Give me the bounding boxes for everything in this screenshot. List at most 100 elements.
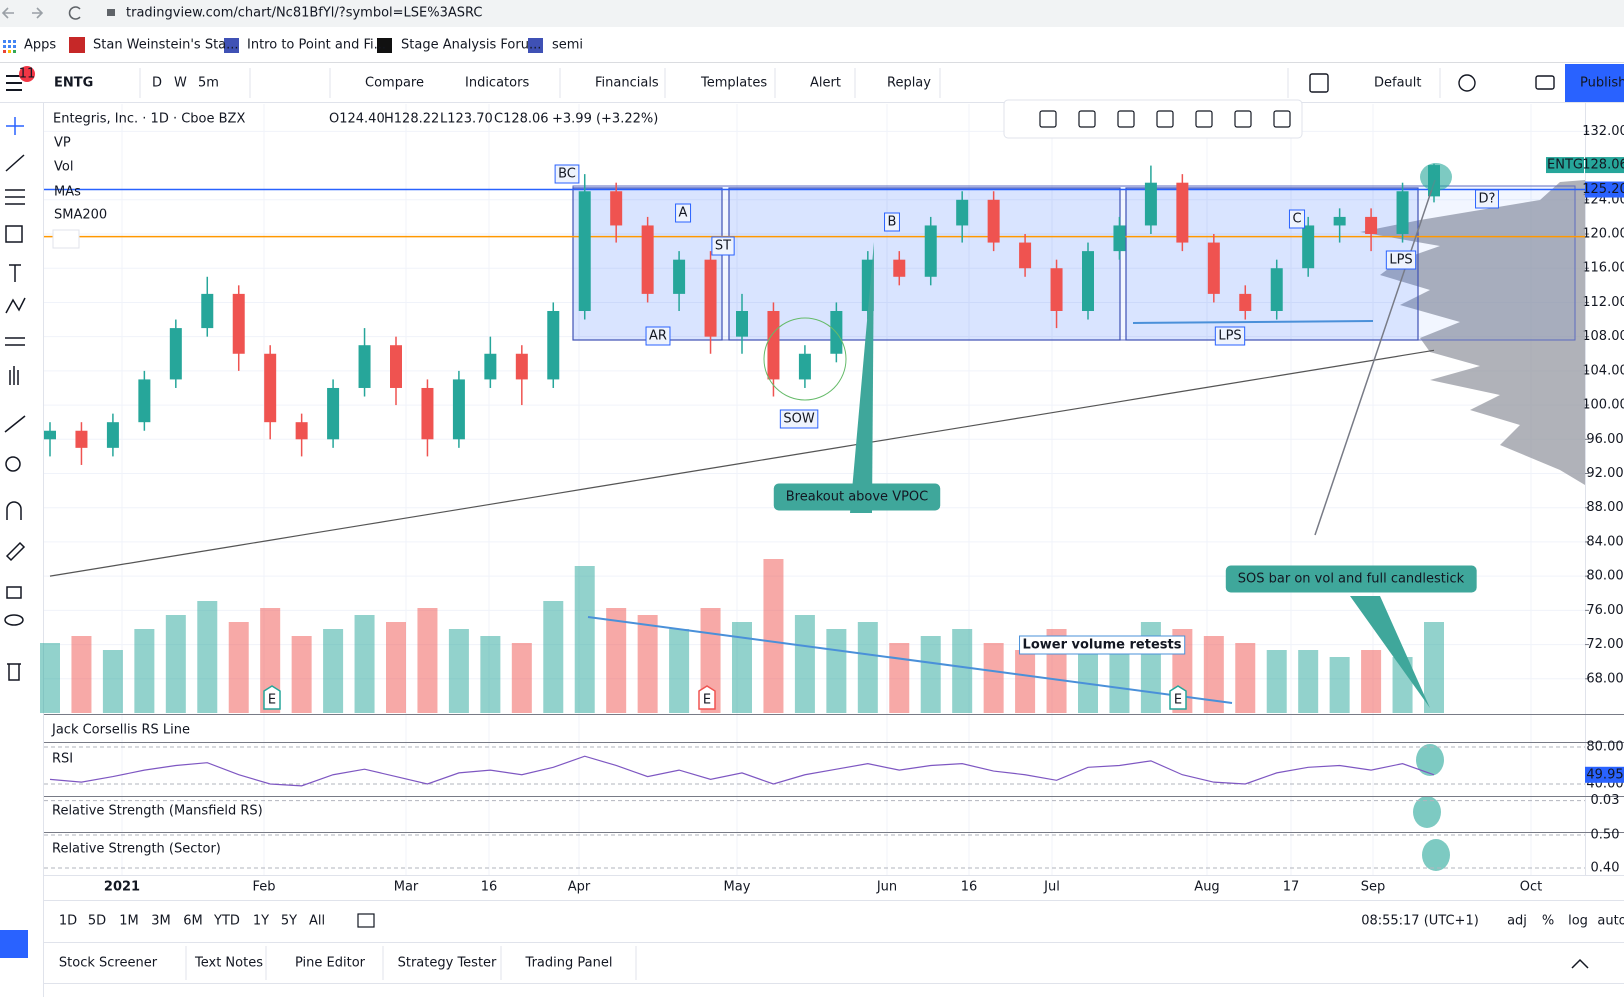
shape <box>6 117 24 135</box>
toolbar-button[interactable]: Indicators <box>465 76 529 91</box>
time-label: 2021 <box>104 880 140 895</box>
volume-bar <box>386 622 406 713</box>
bookmark[interactable]: Apps <box>24 38 56 53</box>
tool-icon[interactable] <box>1156 110 1174 128</box>
drawing-tools[interactable] <box>4 117 26 681</box>
range-button[interactable]: 5D <box>88 914 106 929</box>
candle-body <box>1144 182 1157 226</box>
scale-option[interactable]: % <box>1542 914 1554 929</box>
toolbar-button[interactable]: Templates <box>700 76 767 91</box>
bottom-tab[interactable]: Pine Editor <box>295 956 366 971</box>
panel-tick-label: 0.03 <box>1591 793 1620 808</box>
candle-body <box>295 422 308 440</box>
collapse-button[interactable] <box>52 229 80 249</box>
price-label: 68.00 <box>1586 671 1623 686</box>
shape <box>5 189 25 205</box>
bottom-tab[interactable]: Trading Panel <box>525 956 613 971</box>
panel-name: Jack Corsellis RS Line <box>51 723 190 738</box>
volume-bar <box>1361 650 1382 713</box>
price-label: 96.00 <box>1586 432 1623 447</box>
annotation-box <box>675 203 692 223</box>
toolbar-button[interactable]: Financials <box>595 76 659 91</box>
range-button[interactable]: YTD <box>213 914 240 929</box>
candle-body <box>641 225 654 294</box>
collapse-icon[interactable] <box>1571 958 1589 969</box>
toolbar-button[interactable]: Alert <box>810 76 841 91</box>
legend-item: Vol <box>54 160 73 175</box>
tool-icon[interactable] <box>1039 110 1057 128</box>
watchlist-button[interactable] <box>0 930 28 958</box>
range-button[interactable]: 3M <box>151 914 171 929</box>
candle-body <box>1176 182 1189 243</box>
bottom-tab[interactable]: Text Notes <box>194 956 263 971</box>
forward-icon[interactable] <box>32 7 44 19</box>
tool-icon[interactable] <box>1078 110 1096 128</box>
volume-bar <box>763 559 784 713</box>
bookmark[interactable]: Stage Analysis Foru... <box>401 38 541 53</box>
publish-button[interactable] <box>1565 64 1624 102</box>
candle-body <box>673 259 686 294</box>
volume-bar <box>889 643 910 713</box>
bookmark[interactable]: Intro to Point and Fi... <box>247 38 386 53</box>
panel-value-tag <box>1585 766 1624 783</box>
annotation-box <box>645 326 671 346</box>
candle-body <box>327 387 340 440</box>
layout-name[interactable]: Default <box>1374 76 1422 91</box>
volume-bar <box>920 636 941 713</box>
toolbar-button[interactable]: Compare <box>365 76 424 91</box>
back-icon[interactable] <box>1 7 14 19</box>
favicon <box>224 38 239 53</box>
shape <box>4 415 26 433</box>
range-button[interactable]: 1D <box>59 914 77 929</box>
range-button[interactable]: 6M <box>183 914 203 929</box>
tool-icon[interactable] <box>1273 110 1291 128</box>
range-button[interactable]: 1M <box>119 914 139 929</box>
range-button[interactable]: 5Y <box>281 914 297 929</box>
highlight <box>1413 796 1441 828</box>
bookmark[interactable]: semi <box>552 38 583 53</box>
candle-body <box>452 379 465 440</box>
volume-bar <box>1329 657 1350 713</box>
bottom-tab[interactable]: Stock Screener <box>59 956 158 971</box>
price-label: 72.00 <box>1586 637 1623 652</box>
layout-icon[interactable] <box>1309 73 1329 93</box>
symbol[interactable]: ENTG <box>54 76 93 91</box>
volume-bar <box>448 629 469 713</box>
annotation: D? <box>1479 192 1496 207</box>
range-button[interactable]: 1Y <box>253 914 269 929</box>
interval[interactable]: W <box>174 76 187 91</box>
volume-bar <box>165 615 186 713</box>
tool-icon[interactable] <box>1195 110 1213 128</box>
publish[interactable]: Publish <box>1580 76 1624 91</box>
reload-icon[interactable] <box>68 6 81 20</box>
scale-option[interactable]: log <box>1568 914 1588 929</box>
scale-option[interactable]: adj <box>1507 914 1527 929</box>
bookmark[interactable]: Stan Weinstein's Sta... <box>93 38 239 53</box>
shape <box>5 541 26 562</box>
volume-profile <box>1360 180 1585 485</box>
annotation-box <box>554 164 580 184</box>
volume-bar <box>1109 643 1130 713</box>
camera-icon[interactable] <box>1535 75 1555 90</box>
legend-item: MAs <box>54 185 81 200</box>
candle-body <box>75 430 88 448</box>
price-axis <box>1585 103 1624 875</box>
interval[interactable]: 5m <box>198 76 219 91</box>
toolbar-button[interactable]: Replay <box>887 76 931 91</box>
candle-body <box>201 293 214 329</box>
candle-body <box>798 353 811 380</box>
interval[interactable]: D <box>152 76 162 91</box>
candle-body <box>1050 268 1063 311</box>
time-label: 17 <box>1283 880 1300 895</box>
goto-date-icon[interactable] <box>357 913 375 928</box>
range-button[interactable]: All <box>309 914 325 929</box>
volume-bar <box>983 643 1004 713</box>
tool-icon[interactable] <box>1234 110 1252 128</box>
scale-option[interactable]: auto <box>1597 914 1624 929</box>
annotation: ST <box>715 239 731 254</box>
tool-icon[interactable] <box>1117 110 1135 128</box>
settings-icon[interactable] <box>1458 74 1476 92</box>
bottom-tab[interactable]: Strategy Tester <box>398 956 497 971</box>
ohlc-value: H128.22 <box>384 112 439 127</box>
candle-body <box>956 199 969 226</box>
